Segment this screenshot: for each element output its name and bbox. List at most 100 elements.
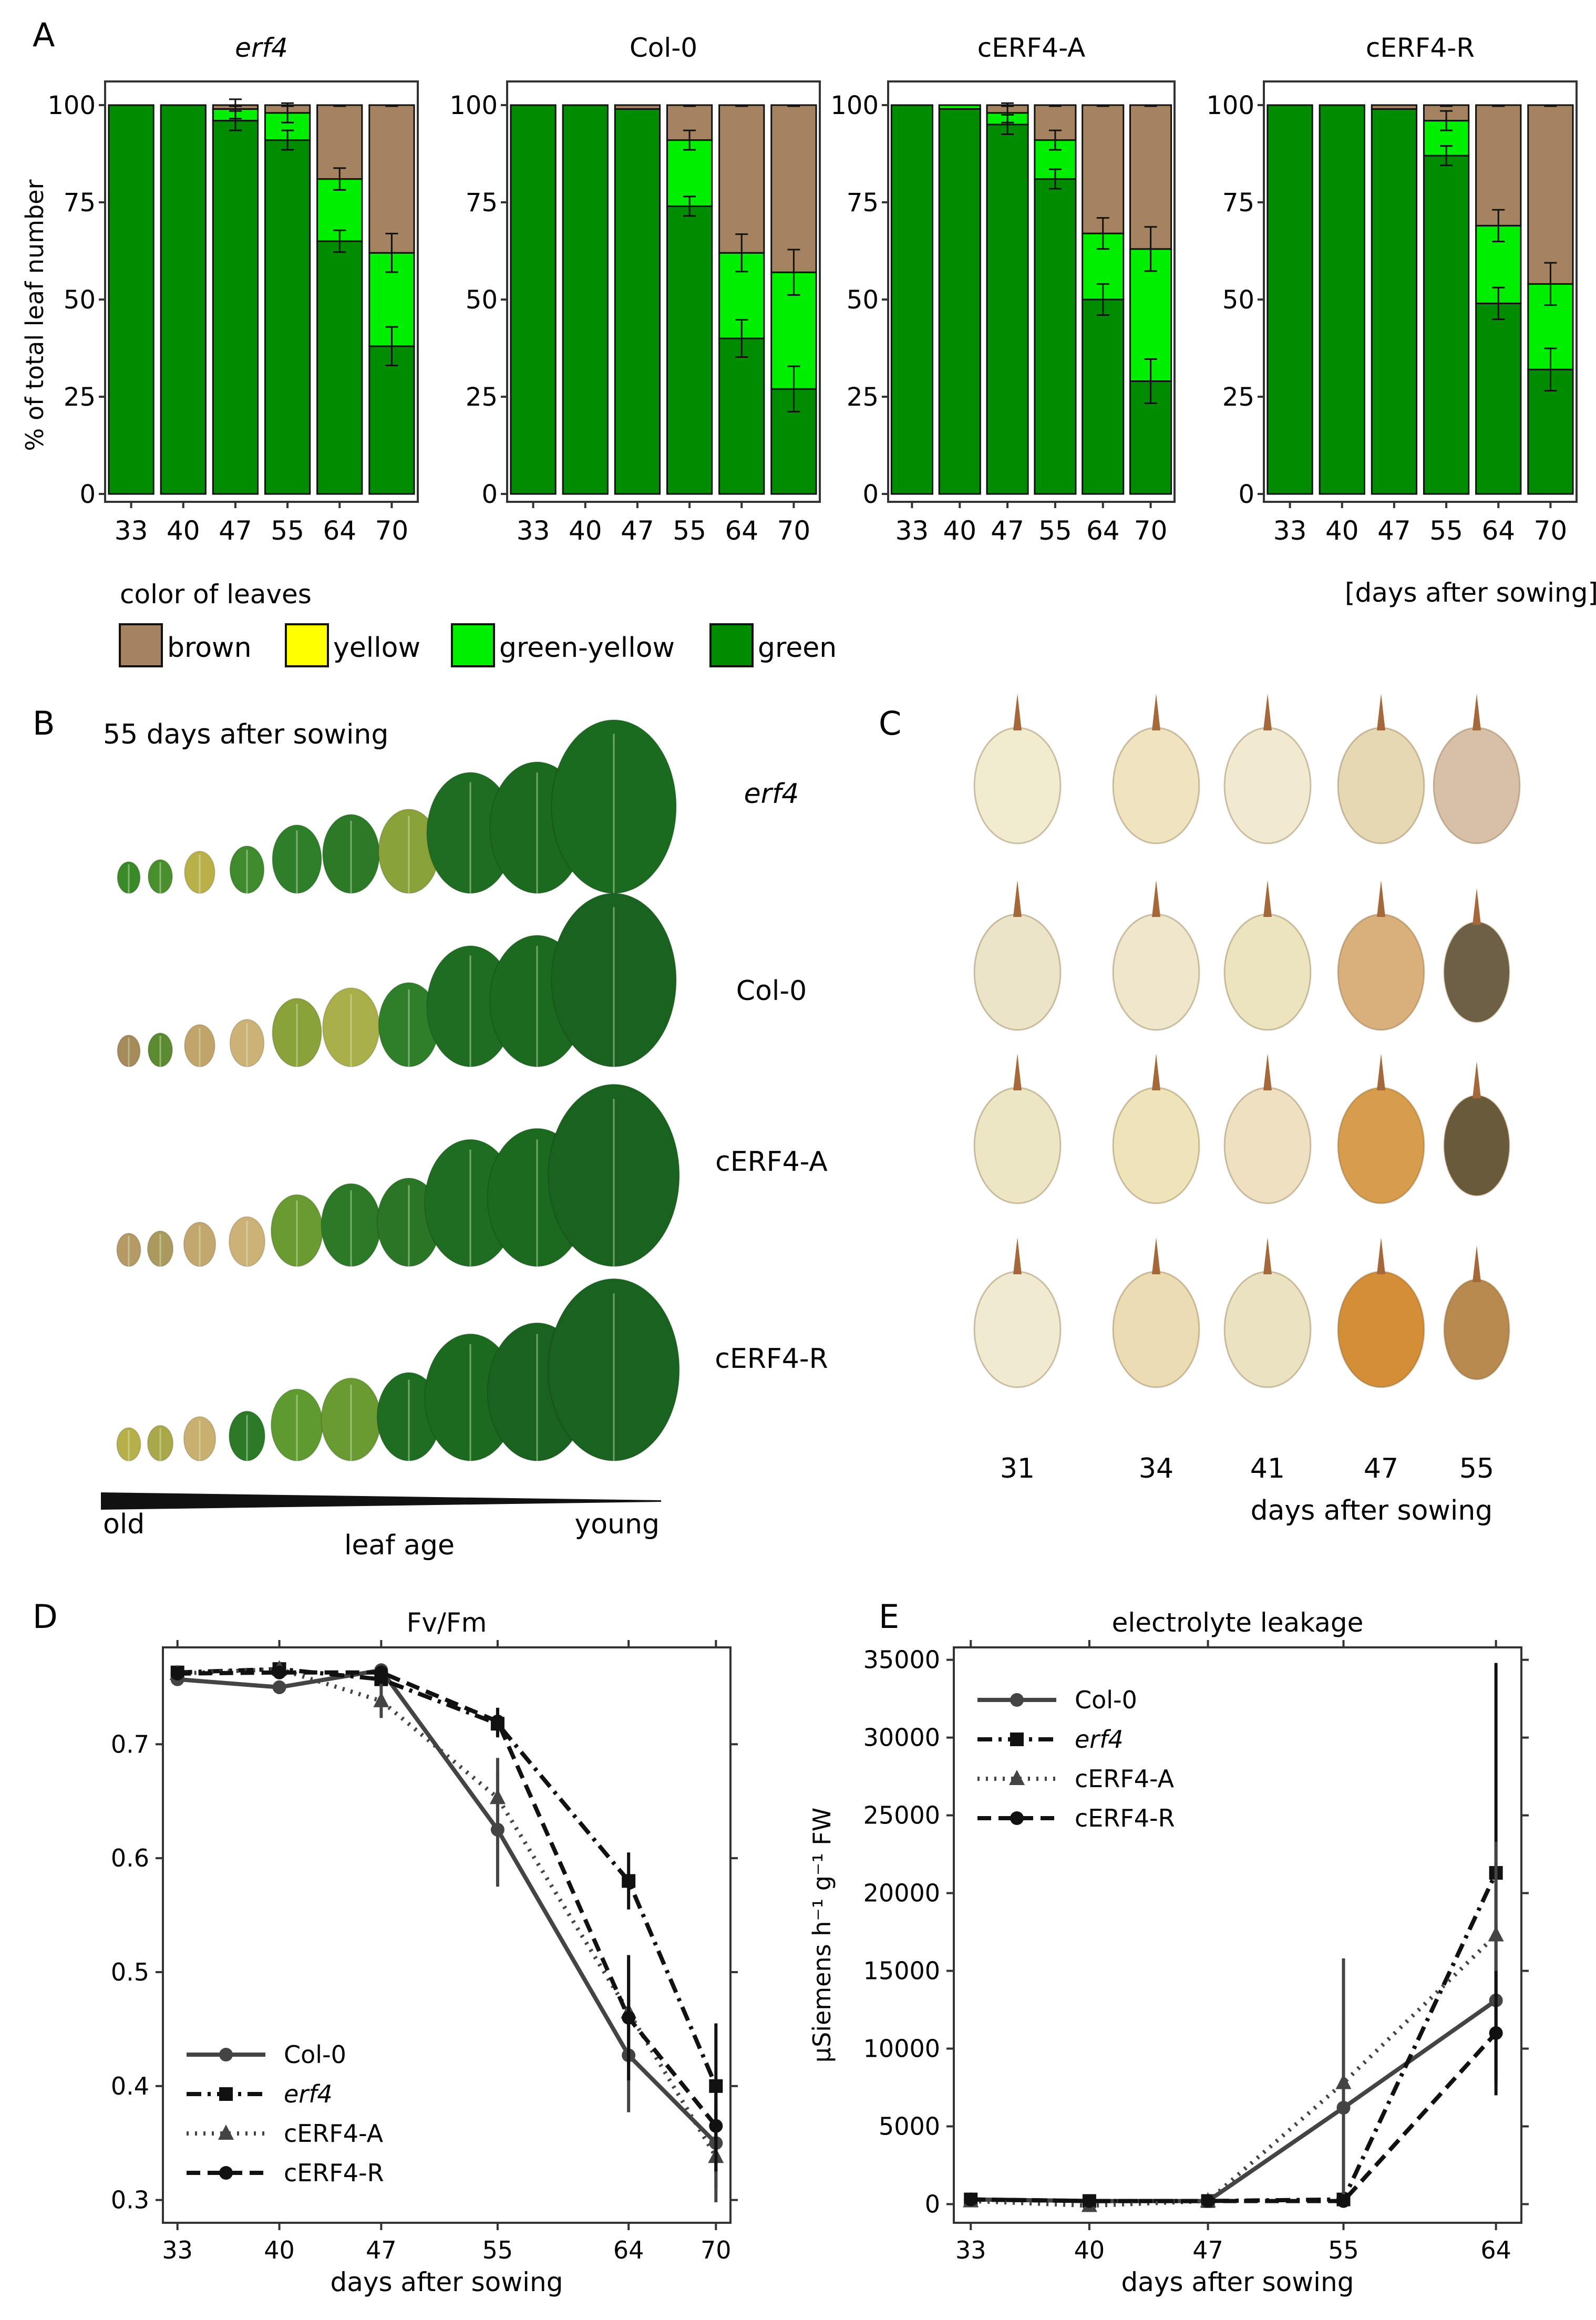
y-tick-label: 25: [64, 383, 96, 412]
marker-square: [1010, 1733, 1024, 1746]
panel-letter-a: A: [33, 16, 55, 54]
legend-label-green-yellow: green-yellow: [499, 632, 675, 664]
bar-green-33: [890, 104, 933, 495]
stained-leaf-petiole: [1013, 880, 1022, 917]
panel-c-stained-leaves: [973, 694, 1521, 1388]
bar-green-40: [562, 104, 609, 495]
marker-triangle: [1488, 1926, 1504, 1942]
stained-leaf-petiole: [1377, 694, 1385, 730]
legend-yellow: yellow: [285, 623, 420, 667]
stained-leaf-petiole: [1377, 880, 1385, 917]
chart-title: Fv/Fm: [407, 1607, 487, 1638]
bar-green-70: [368, 345, 415, 495]
y-tick-label: 0.4: [111, 2072, 149, 2100]
y-tick-label: 75: [466, 188, 498, 218]
bar-chart-cerf4-r: cERF4-R 0 25 50 75 100 33 40 47 55 64 70: [1206, 33, 1578, 546]
y-tick-label: 25: [1222, 383, 1254, 412]
bar-brown-64: [1475, 104, 1522, 226]
plot-frame: [506, 80, 821, 503]
bar-brown-47: [1371, 104, 1418, 110]
x-tick-label: 33: [895, 515, 929, 546]
stained-leaf: [1443, 921, 1510, 1023]
bar-green-55: [264, 139, 311, 495]
error-bar: [1096, 283, 1109, 316]
series-cerf4-r: [964, 1971, 1503, 2208]
bar-green-47: [614, 108, 661, 495]
chart-title: Col-0: [630, 33, 697, 63]
panel-b-title: 55 days after sowing: [103, 719, 388, 750]
bar-green-33: [108, 104, 155, 495]
y-tick-label: 0: [862, 480, 879, 509]
leaf: [183, 1222, 217, 1267]
plot-frame: [953, 1646, 1522, 2224]
x-tick-label: 47: [991, 515, 1024, 546]
leaf: [228, 1216, 266, 1267]
stained-leaf-row-4: [973, 1238, 1510, 1388]
stained-leaf-petiole: [1152, 1238, 1160, 1274]
stained-leaf-row-3: [973, 1054, 1510, 1204]
x-tick-label: 70: [375, 515, 409, 546]
bar-brown-64: [316, 104, 363, 180]
panel-b-row-label-erf4: erf4: [744, 778, 799, 810]
stained-leaf-petiole: [1152, 880, 1160, 917]
error-bar: [1440, 145, 1453, 167]
leaf: [548, 1278, 680, 1461]
y-tick-label: 50: [64, 285, 96, 315]
error-bar: [229, 98, 242, 120]
line-legend: Col-0 erf4 cERF4-A cERF4-R: [977, 1686, 1175, 1832]
legend-label-col-0: Col-0: [284, 2040, 346, 2069]
panel-d-fvfm-chart: Fv/Fm 0.3 0.4 0.5 0.6 0.7 33 40 47 55 64 70 days aft…: [111, 1607, 738, 2297]
legend-label-col-0: Col-0: [1075, 1686, 1137, 1714]
bar-green-55: [666, 205, 713, 495]
legend-label-green: green: [758, 632, 837, 664]
x-tick-label: 40: [943, 515, 976, 546]
marker-triangle: [373, 1692, 389, 1707]
legend-label-yellow: yellow: [333, 632, 420, 664]
y-tick-label: 30000: [863, 1724, 940, 1752]
marker-triangle: [489, 1789, 506, 1805]
leaf: [184, 1024, 215, 1067]
marker-circle: [272, 1665, 286, 1679]
y-tick-label: 50: [1222, 285, 1254, 315]
marker-circle: [1489, 2026, 1503, 2040]
leaf-row-erf4: [117, 719, 677, 894]
error-bar: [683, 129, 696, 151]
stained-leaf-petiole: [1473, 888, 1481, 925]
stained-leaf: [973, 1271, 1062, 1388]
chart-title: electrolyte leakage: [1112, 1607, 1364, 1638]
error-bar: [333, 229, 346, 253]
stained-leaf: [1223, 727, 1312, 844]
stained-leaf-row-2: [973, 880, 1510, 1031]
bar-green-40: [1319, 104, 1365, 495]
y-tick-label: 100: [47, 91, 96, 120]
legend-label-erf4: erf4: [1075, 1725, 1124, 1754]
panel-c-day-34: 34: [1139, 1453, 1173, 1484]
legend-brown: brown: [119, 623, 252, 667]
error-bar: [333, 167, 346, 191]
bar-green-55: [1034, 178, 1077, 495]
marker-triangle: [218, 2125, 234, 2140]
panel-c-day-47: 47: [1364, 1453, 1398, 1484]
y-tick-label: 75: [847, 188, 879, 218]
legend-title: color of leaves: [120, 579, 312, 610]
y-tick-label: 25: [466, 383, 498, 412]
error-bar: [1544, 262, 1557, 306]
y-axis-label: µSiemens h⁻¹ g⁻¹ FW: [808, 1808, 836, 2063]
panel-a-bar-charts: erf4 0 25 50 75 100 33 40 47 55 64 70 Col-0 0 25 50 75 10…: [47, 33, 1578, 546]
panel-c-day-41: 41: [1250, 1453, 1285, 1484]
x-tick-label: 47: [621, 515, 654, 546]
marker-square: [622, 1874, 636, 1888]
error-bar: [787, 365, 800, 413]
legend-label-brown: brown: [167, 632, 252, 664]
y-tick-label: 0.5: [111, 1958, 149, 1986]
plot-frame: [887, 80, 1176, 503]
stained-leaf: [1337, 1087, 1425, 1204]
x-tick-label: 33: [517, 515, 550, 546]
bar-chart-erf4: erf4 0 25 50 75 100 33 40 47 55 64 70: [47, 33, 419, 546]
stained-leaf: [1112, 913, 1200, 1031]
x-tick-label: 64: [323, 515, 356, 546]
bar-brown-70: [368, 104, 415, 254]
bar-brown-70: [770, 104, 817, 273]
leaf: [229, 845, 265, 894]
y-tick-label: 100: [830, 91, 879, 120]
